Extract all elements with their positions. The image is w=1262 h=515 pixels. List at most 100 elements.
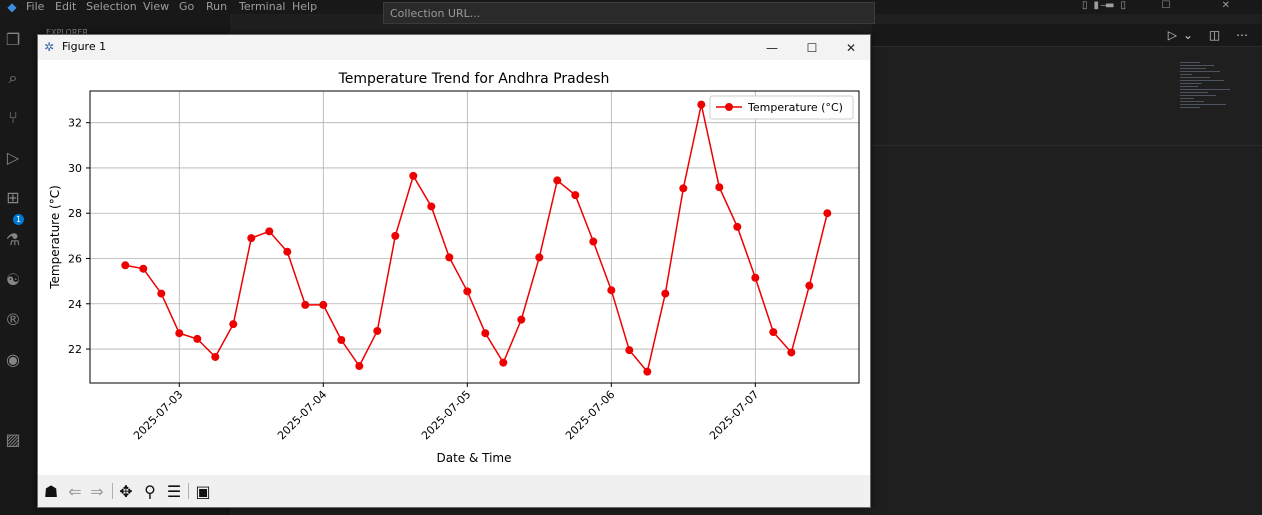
data-point bbox=[589, 237, 598, 246]
configure-subplots-icon[interactable]: ☰ bbox=[166, 482, 182, 501]
extensions-badge: 1 bbox=[13, 214, 24, 225]
axes-frame bbox=[89, 90, 860, 384]
plot-area[interactable]: 22 24 26 28 30 32 2025-07-03 2025-07-04 2025-07-… bbox=[38, 60, 870, 475]
menu-run[interactable]: Run bbox=[206, 0, 228, 13]
y-tick-label: 24 bbox=[68, 298, 82, 311]
y-tick-label: 22 bbox=[68, 343, 82, 356]
vscode-logo-icon: ◆ bbox=[7, 0, 17, 14]
menu-go[interactable]: Go bbox=[179, 0, 195, 13]
data-point bbox=[121, 261, 130, 270]
data-point bbox=[301, 300, 310, 309]
data-point bbox=[571, 191, 580, 200]
run-debug-icon[interactable]: ▷ bbox=[6, 148, 20, 167]
y-axis-label: Temperature (°C) bbox=[48, 185, 62, 290]
pan-icon[interactable]: ✥ bbox=[119, 482, 133, 501]
data-point bbox=[535, 253, 544, 262]
series-line-temperature bbox=[125, 104, 829, 374]
minimap[interactable] bbox=[1180, 62, 1240, 152]
back-arrow-icon[interactable]: ⇐ bbox=[68, 482, 82, 501]
chart-panel-icon[interactable]: ▨ bbox=[5, 430, 21, 449]
zoom-icon[interactable]: ⚲ bbox=[144, 482, 156, 501]
y-tick-label: 32 bbox=[68, 117, 82, 130]
legend: Temperature (°C) bbox=[709, 95, 854, 120]
data-point bbox=[733, 222, 742, 231]
forward-arrow-icon[interactable]: ⇒ bbox=[90, 482, 104, 501]
github-icon[interactable]: ◉ bbox=[6, 350, 20, 369]
data-point bbox=[823, 209, 832, 218]
legend-box bbox=[709, 95, 854, 120]
data-point bbox=[751, 273, 760, 282]
explorer-icon[interactable]: ❐ bbox=[5, 30, 21, 49]
data-points bbox=[121, 100, 832, 376]
y-tick-label: 26 bbox=[68, 253, 82, 266]
data-point bbox=[355, 362, 364, 371]
menu-selection[interactable]: Selection bbox=[86, 0, 137, 13]
command-input[interactable]: Collection URL... bbox=[383, 2, 875, 24]
search-icon[interactable]: ⌕ bbox=[8, 68, 18, 87]
menu-edit[interactable]: Edit bbox=[55, 0, 77, 13]
data-point bbox=[445, 253, 454, 262]
menu-help[interactable]: Help bbox=[292, 0, 318, 13]
data-point bbox=[769, 328, 778, 337]
data-point bbox=[499, 358, 508, 367]
home-icon[interactable]: ☗ bbox=[43, 482, 59, 501]
layout-controls-icon[interactable]: ▯▮▬▯ bbox=[1082, 0, 1132, 11]
x-axis-label: Date & Time bbox=[436, 451, 511, 465]
x-tick-label: 2025-07-06 bbox=[563, 388, 617, 442]
temperature-chart: 22 24 26 28 30 32 2025-07-03 2025-07-04 2025-07-… bbox=[48, 71, 860, 465]
data-point bbox=[337, 335, 346, 344]
data-point bbox=[175, 329, 184, 338]
menu-terminal[interactable]: Terminal bbox=[239, 0, 286, 13]
data-point bbox=[211, 352, 220, 361]
toolbar-separator bbox=[188, 483, 189, 499]
data-point bbox=[157, 289, 166, 298]
python-icon[interactable]: ☯ bbox=[5, 270, 21, 289]
figure-window: ✲ Figure 1 — ☐ ✕ 22 24 26 28 30 32 2025-07-03 2… bbox=[37, 34, 871, 508]
run-controls-icon[interactable]: ▷⌄ ◫ ⋯ bbox=[1167, 28, 1254, 42]
explorer-label: EXPLORER bbox=[46, 28, 88, 37]
toolbar-separator bbox=[112, 483, 113, 499]
y-tick-label: 30 bbox=[68, 162, 82, 175]
menu-file[interactable]: File bbox=[26, 0, 45, 13]
source-control-icon[interactable]: ⑂ bbox=[8, 108, 18, 127]
data-point bbox=[373, 326, 382, 335]
data-point bbox=[319, 300, 328, 309]
legend-label: Temperature (°C) bbox=[747, 101, 843, 114]
data-point bbox=[391, 231, 400, 240]
y-tick-label: 28 bbox=[68, 207, 82, 220]
data-point bbox=[553, 176, 562, 185]
data-point bbox=[607, 286, 616, 295]
save-icon[interactable]: ▣ bbox=[195, 482, 211, 501]
legend-marker bbox=[725, 103, 733, 111]
x-tick-label: 2025-07-05 bbox=[419, 388, 473, 442]
testing-icon[interactable]: ⚗ bbox=[5, 230, 21, 249]
data-point bbox=[715, 183, 724, 192]
figure-toolbar: ☗ ⇐ ⇒ ✥ ⚲ ☰ ▣ bbox=[38, 475, 870, 507]
close-button[interactable]: ✕ bbox=[845, 41, 857, 55]
data-point bbox=[409, 171, 418, 180]
data-point bbox=[265, 227, 274, 236]
figure-title: Figure 1 bbox=[62, 40, 107, 53]
data-point bbox=[283, 247, 292, 256]
r-icon[interactable]: ® bbox=[5, 310, 21, 329]
minimize-button[interactable]: — bbox=[766, 41, 778, 55]
extensions-icon[interactable]: ⊞ bbox=[6, 188, 20, 207]
data-point bbox=[697, 100, 706, 109]
vscode-window-controls-icon[interactable]: — ☐ ✕ bbox=[1100, 0, 1254, 11]
x-tick-label: 2025-07-04 bbox=[275, 388, 329, 442]
data-point bbox=[247, 234, 256, 243]
data-point bbox=[139, 264, 148, 273]
x-tick-label: 2025-07-07 bbox=[707, 388, 761, 442]
data-point bbox=[193, 334, 202, 343]
panel-divider bbox=[872, 145, 1262, 146]
activity-bar: ❐ ⌕ ⑂ ▷ ⊞ 1 ⚗ ☯ ® ◉ ▨ bbox=[0, 14, 27, 515]
menu-view[interactable]: View bbox=[143, 0, 170, 13]
grid-lines bbox=[90, 91, 859, 383]
figure-titlebar[interactable]: ✲ Figure 1 — ☐ ✕ bbox=[38, 35, 870, 60]
data-point bbox=[679, 184, 688, 193]
data-point bbox=[625, 346, 634, 355]
data-point bbox=[517, 315, 526, 324]
editor-tabstrip bbox=[872, 24, 1262, 47]
data-point bbox=[805, 281, 814, 290]
maximize-button[interactable]: ☐ bbox=[806, 41, 818, 55]
